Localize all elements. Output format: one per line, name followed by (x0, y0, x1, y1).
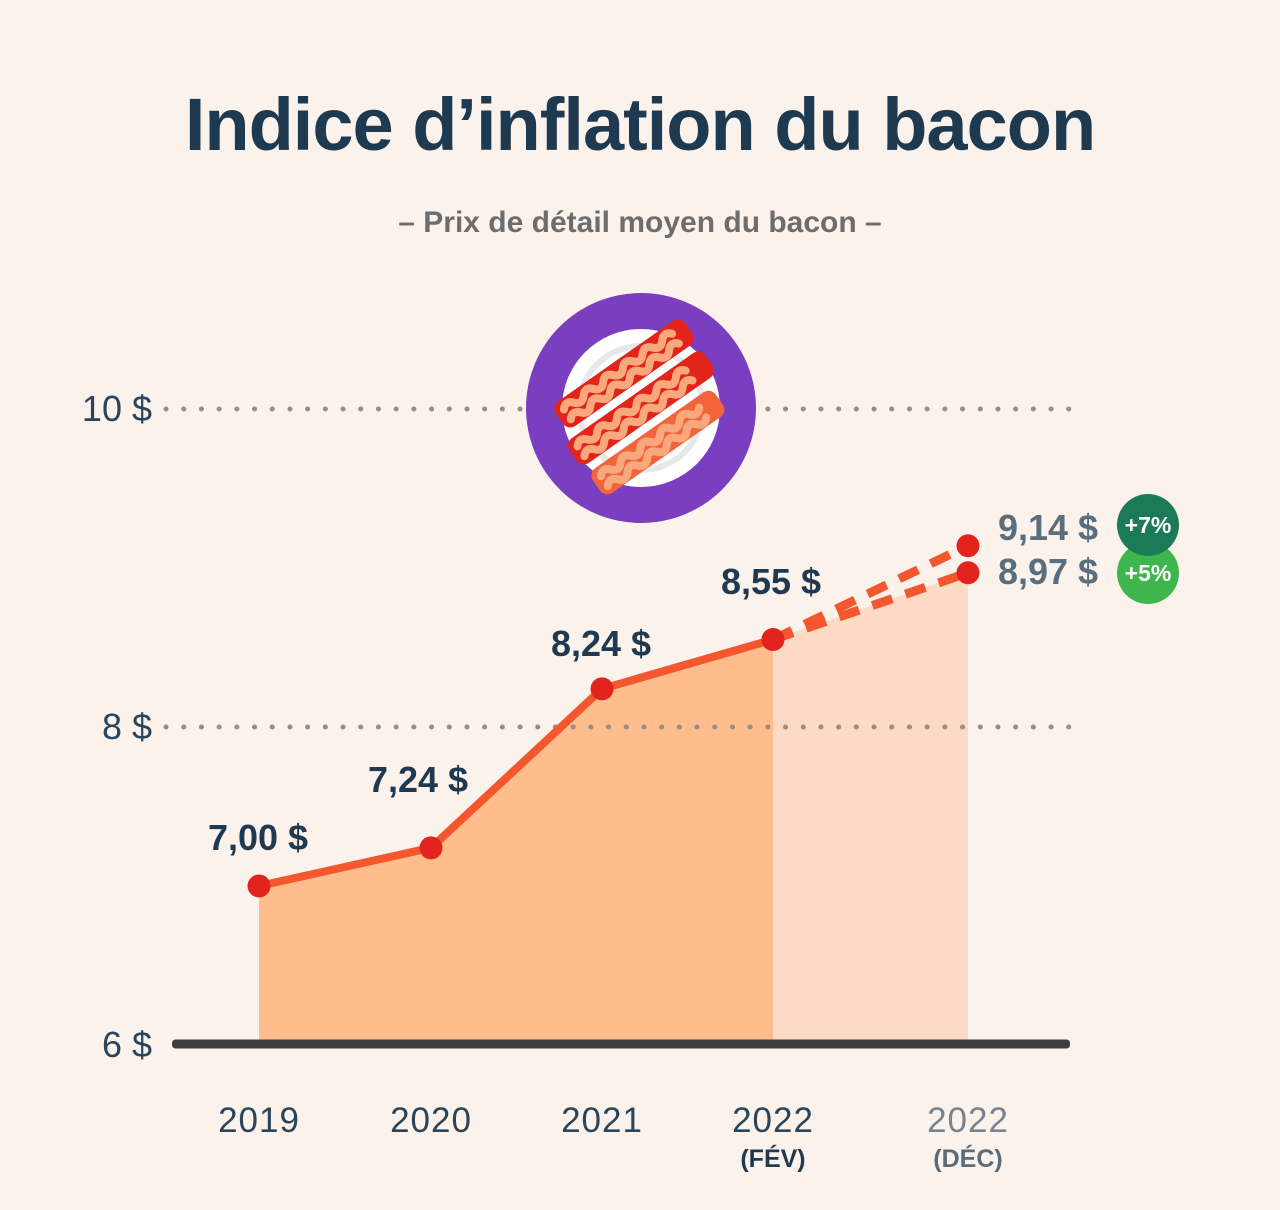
data-point (956, 561, 980, 585)
page-subtitle: – Prix de détail moyen du bacon – (398, 206, 882, 239)
x-tick-sub: (DÉC) (933, 1145, 1003, 1173)
x-tick-year: 2022 (927, 1101, 1009, 1140)
projection-label-plus7: 9,14 $ (997, 507, 1099, 548)
price-line (255, 635, 777, 890)
x-tick-year: 2021 (561, 1101, 643, 1140)
data-point (956, 534, 980, 558)
growth-badge-plus7: +7% (1117, 494, 1179, 556)
x-axis-line (172, 1039, 1070, 1049)
projection-label-plus5: 8,97 $ (997, 551, 1099, 592)
data-point (247, 874, 271, 898)
point-label-2021: 8,24 $ (550, 623, 652, 664)
x-tick-sub: (FÉV) (740, 1145, 806, 1173)
x-axis-tick-2021: 2021 (512, 1100, 692, 1145)
area-actual (259, 639, 773, 1044)
x-tick-year: 2020 (390, 1101, 472, 1140)
growth-badge-plus7-text: +7% (1124, 511, 1172, 538)
data-point (419, 836, 443, 860)
bacon-plate-icon (521, 288, 761, 528)
page-title: Indice d’inflation du bacon (184, 83, 1096, 166)
data-point (590, 677, 614, 701)
y-axis-tick-label-6: 6 $ (101, 1024, 152, 1065)
x-axis-tick-2022-dec: 2022 (DÉC) (878, 1100, 1058, 1173)
point-label-2019: 7,00 $ (207, 817, 309, 858)
bacon-strips (554, 319, 725, 495)
x-axis-tick-2019: 2019 (169, 1100, 349, 1145)
point-label-2022-fev: 8,55 $ (720, 561, 822, 602)
growth-badge-plus5-text: +5% (1124, 559, 1172, 586)
x-tick-year: 2019 (218, 1101, 300, 1140)
x-axis-tick-2020: 2020 (341, 1100, 521, 1145)
y-axis-tick-label-8: 8 $ (101, 706, 152, 747)
point-label-2020: 7,24 $ (367, 759, 469, 800)
data-point (761, 628, 785, 652)
y-axis-tick-label-10: 10 $ (81, 388, 152, 429)
x-tick-year: 2022 (732, 1101, 814, 1140)
area-projection (773, 572, 968, 1044)
x-axis-tick-2022-fev: 2022 (FÉV) (683, 1100, 863, 1173)
